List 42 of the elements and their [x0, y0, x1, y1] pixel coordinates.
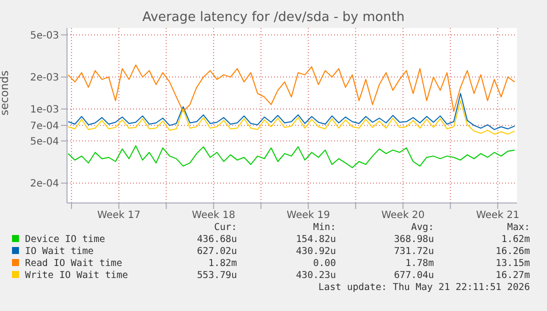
y-axis-title: seconds — [0, 70, 11, 116]
legend-label: IO Wait time — [24, 246, 94, 258]
text: 436.68u — [196, 234, 237, 246]
text: 677.04u — [394, 270, 434, 282]
text: Min: — [313, 222, 336, 234]
text: 154.82u — [296, 234, 336, 246]
x-tick-label: Week 17 — [97, 210, 141, 222]
y-tick-label: 5e-04 — [30, 136, 59, 148]
x-tick-label: Week 21 — [476, 210, 520, 222]
chart-title: Average latency for /dev/sda - by month — [141, 10, 406, 25]
x-tick-label: Week 18 — [192, 210, 236, 222]
text: 430.92u — [296, 246, 336, 258]
text: 1.78m — [405, 258, 434, 270]
y-tick-label: 1e-03 — [30, 104, 59, 116]
text: 368.98u — [394, 234, 434, 246]
legend-label: Write IO Wait time — [24, 270, 128, 282]
y-tick-label: 2e-04 — [30, 178, 59, 190]
text: 16.26m — [496, 246, 530, 258]
x-tick-label: Week 20 — [381, 210, 425, 222]
y-tick-label: 2e-03 — [30, 72, 59, 84]
text: 1.62m — [501, 234, 530, 246]
text: Avg: — [411, 222, 434, 234]
x-tick-label: Week 19 — [286, 210, 330, 222]
text: 731.72u — [394, 246, 434, 258]
text: 1.82m — [208, 258, 237, 270]
text: 16.27m — [496, 270, 530, 282]
text: 0.00 — [313, 258, 336, 270]
text: 430.23u — [296, 270, 336, 282]
text: Max: — [507, 222, 530, 234]
line-series — [68, 100, 516, 135]
line-series — [68, 64, 516, 112]
line-series — [68, 145, 516, 168]
text: Cur: — [214, 222, 237, 234]
text: 627.02u — [196, 246, 237, 258]
legend-label: Device IO time — [24, 234, 106, 246]
text: 13.15m — [496, 258, 530, 270]
legend-label: Read IO Wait time — [24, 258, 122, 270]
text: 553.79u — [196, 270, 237, 282]
text: Last update: Thu May 21 22:11:51 2026 — [318, 282, 530, 294]
line-series — [68, 92, 516, 130]
y-tick-label: 5e-03 — [30, 30, 59, 42]
y-tick-label: 7e-04 — [30, 120, 59, 132]
